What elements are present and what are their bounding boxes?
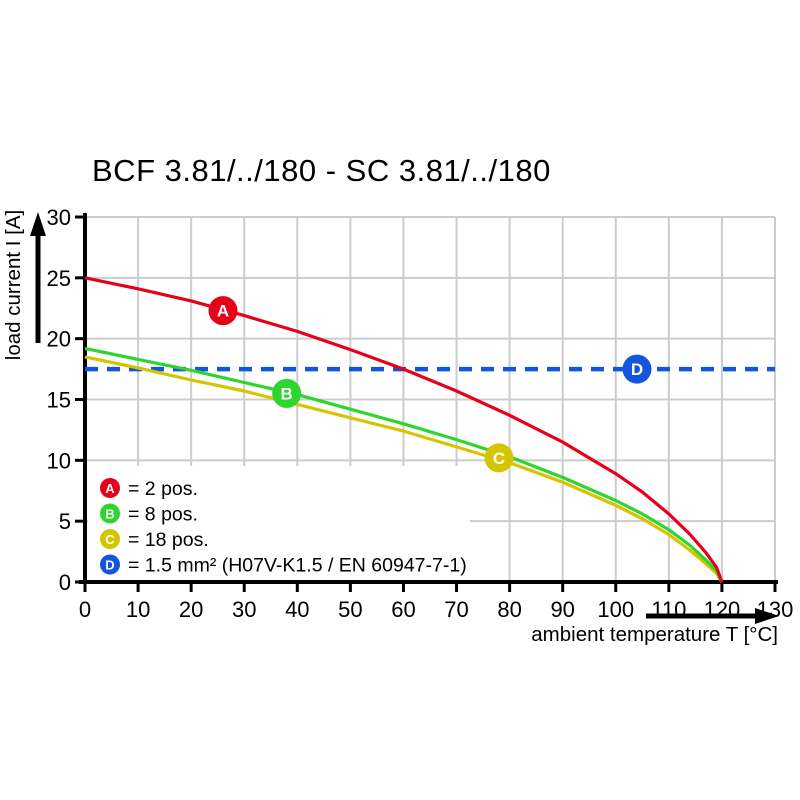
x-tick-label: 80 — [497, 597, 521, 622]
legend: A = 2 pos. B = 8 pos. C = 18 pos. D = 1.5 mm² (… — [100, 478, 467, 577]
up-arrow-icon — [30, 212, 46, 236]
marker-circle-C — [484, 443, 514, 473]
legend-marker-letter: B — [105, 507, 114, 522]
marker-circle-D — [622, 354, 652, 384]
legend-item-label: = 8 pos. — [128, 504, 198, 526]
tick-marks — [75, 215, 777, 592]
marker-letter: A — [217, 302, 229, 321]
x-tick-label: 60 — [391, 597, 415, 622]
legend-marker-letter: D — [105, 558, 114, 573]
marker-D: D — [622, 354, 652, 384]
right-arrow-icon — [755, 608, 779, 624]
legend-marker-D — [100, 554, 120, 575]
y-tick-label: 0 — [59, 570, 71, 595]
legend-marker-letter: C — [105, 532, 115, 547]
x-tick-label: 30 — [232, 597, 256, 622]
x-tick-label: 70 — [444, 597, 468, 622]
y-tick-label: 10 — [47, 448, 71, 473]
legend-marker-B — [100, 503, 120, 524]
legend-item-C: C = 18 pos. — [100, 529, 209, 551]
x-tick-label: 10 — [126, 597, 150, 622]
y-tick-label: 25 — [47, 266, 71, 291]
marker-A: A — [208, 296, 238, 326]
legend-item-B: B = 8 pos. — [100, 503, 198, 526]
marker-B: B — [272, 378, 302, 408]
legend-item-label: = 1.5 mm² (H07V-K1.5 / EN 60947-7-1) — [128, 555, 467, 577]
marker-circle-B — [272, 378, 302, 408]
y-tick-label: 15 — [47, 388, 71, 413]
marker-letter: B — [281, 384, 293, 403]
legend-marker-A — [100, 478, 120, 498]
y-tick-label: 5 — [59, 509, 71, 534]
marker-circle-A — [208, 296, 238, 326]
legend-item-label: = 18 pos. — [128, 529, 209, 551]
x-tick-label: 90 — [550, 597, 574, 622]
marker-C: C — [484, 443, 514, 473]
y-tick-label: 30 — [47, 205, 71, 230]
y-axis-title: load current I [A] — [2, 210, 46, 360]
x-tick-label: 100 — [597, 597, 634, 622]
legend-item-label: = 2 pos. — [128, 478, 198, 500]
y-tick-label: 20 — [47, 327, 71, 352]
x-tick-label: 0 — [79, 597, 91, 622]
x-tick-label: 20 — [179, 597, 203, 622]
y-axis-title-text: load current I [A] — [2, 210, 25, 360]
marker-letter: C — [493, 449, 505, 468]
curve-markers: A B C D — [208, 296, 652, 473]
legend-marker-C — [100, 529, 120, 549]
x-axis-title-text: ambient temperature T [°C] — [531, 623, 778, 646]
legend-marker-letter: A — [105, 481, 115, 496]
x-tick-label: 40 — [285, 597, 309, 622]
x-tick-label: 50 — [338, 597, 362, 622]
marker-letter: D — [631, 360, 643, 379]
legend-background — [88, 466, 470, 580]
page-title: BCF 3.81/../180 - SC 3.81/../180 — [92, 153, 551, 188]
x-axis-title: ambient temperature T [°C] — [531, 608, 779, 646]
y-tick-labels: 0 5 10 15 20 25 30 — [47, 205, 71, 595]
legend-item-D: D = 1.5 mm² (H07V-K1.5 / EN 60947-7-1) — [100, 554, 467, 577]
legend-item-A: A = 2 pos. — [100, 478, 198, 500]
